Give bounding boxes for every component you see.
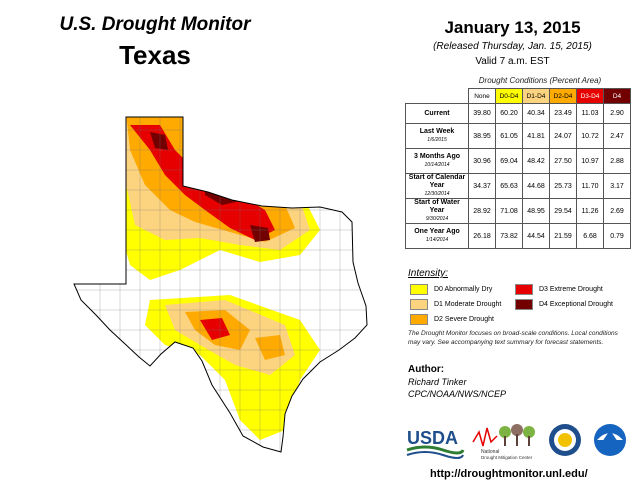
row-label: Start of Calendar Year 12/30/2014	[405, 173, 469, 199]
state-outline	[73, 116, 368, 453]
table-cell: 2.88	[603, 148, 631, 174]
table-row: 3 Months Ago 10/14/2014 30.96 69.04 48.42…	[405, 148, 631, 174]
table-caption: Drought Conditions (Percent Area)	[478, 76, 602, 85]
table-cell: 2.47	[603, 123, 631, 149]
table-cell: 10.72	[576, 123, 604, 149]
state-name: Texas	[119, 40, 191, 70]
svg-text:Drought Mitigation Center: Drought Mitigation Center	[481, 455, 533, 460]
valid-time: Valid 7 a.m. EST	[475, 56, 550, 67]
table-cell: 11.03	[576, 103, 604, 124]
table-row: Start of Calendar Year 12/30/2014 34.37 6…	[405, 173, 631, 199]
legend-swatch	[515, 299, 533, 310]
table-cell: 23.49	[549, 103, 577, 124]
table-cell: 25.73	[549, 173, 577, 199]
author-name: Richard Tinker	[408, 377, 467, 387]
table-cell: 30.96	[468, 148, 496, 174]
svg-text:USDA: USDA	[407, 428, 458, 448]
noaa-logo-icon	[594, 424, 626, 456]
author-heading: Author:	[408, 364, 445, 375]
legend-item-d2: D2 Severe Drought	[410, 314, 494, 325]
legend-title: Intensity:	[408, 268, 449, 279]
table-cell: 44.68	[522, 173, 550, 199]
table-cell: 38.95	[468, 123, 496, 149]
table-cell: 0.79	[603, 223, 631, 249]
legend-swatch	[410, 314, 428, 325]
legend-label: D2 Severe Drought	[434, 316, 494, 323]
table-cell: 60.20	[495, 103, 523, 124]
table-cell: 27.50	[549, 148, 577, 174]
col-d2-d4: D2-D4	[549, 88, 577, 104]
table-cell: 39.80	[468, 103, 496, 124]
table-row: Last Week 1/6/2015 38.95 61.05 41.81 24.0…	[405, 123, 631, 149]
map-title: U.S. Drought Monitor	[59, 14, 251, 35]
table-cell: 44.54	[522, 223, 550, 249]
legend-item-d1: D1 Moderate Drought	[410, 299, 501, 310]
table-cell: 65.63	[495, 173, 523, 199]
legend-item-d0: D0 Abnormally Dry	[410, 284, 492, 295]
usda-logo: USDA	[406, 428, 465, 459]
legend-swatch	[410, 299, 428, 310]
texas-drought-map	[73, 116, 368, 453]
table-row: One Year Ago 1/14/2014 26.18 73.82 44.54 …	[405, 223, 631, 249]
map-date: January 13, 2015	[444, 18, 581, 37]
table-cell: 40.34	[522, 103, 550, 124]
table-cell: 71.08	[495, 198, 523, 224]
col-d3-d4: D3-D4	[576, 88, 604, 104]
table-cell: 11.26	[576, 198, 604, 224]
table-cell: 11.70	[576, 173, 604, 199]
row-label: 3 Months Ago 10/14/2014	[405, 148, 469, 174]
table-cell: 69.04	[495, 148, 523, 174]
col-d1-d4: D1-D4	[522, 88, 550, 104]
col-d4: D4	[603, 88, 631, 104]
table-cell: 29.54	[549, 198, 577, 224]
legend-label: D4 Exceptional Drought	[539, 301, 613, 308]
drought-areas	[74, 117, 367, 452]
table-cell: 21.59	[549, 223, 577, 249]
legend-label: D1 Moderate Drought	[434, 301, 502, 308]
table-cell: 28.92	[468, 198, 496, 224]
legend-label: D3 Extreme Drought	[539, 286, 603, 293]
header-blank	[406, 89, 469, 104]
table-cell: 34.37	[468, 173, 496, 199]
table-cell: 24.07	[549, 123, 577, 149]
author-org: CPC/NOAA/NWS/NCEP	[408, 389, 507, 399]
col-d0-d4: D0-D4	[495, 88, 523, 104]
source-url[interactable]: http://droughtmonitor.unl.edu/	[430, 468, 588, 480]
partner-logos: USDA National Drought Mitigation Center	[406, 424, 626, 460]
table-cell: 3.17	[603, 173, 631, 199]
row-label: Last Week 1/6/2015	[405, 123, 469, 149]
table-cell: 2.90	[603, 103, 631, 124]
table-row: Current 39.80 60.20 40.34 23.49 11.03 2.…	[405, 103, 631, 124]
table-header-row: None D0-D4 D1-D4 D2-D4 D3-D4 D4	[406, 88, 631, 104]
row-label: Start of Water Year 9/30/2014	[405, 198, 469, 224]
table-cell: 10.97	[576, 148, 604, 174]
svg-text:National: National	[481, 449, 499, 455]
table-cell: 48.95	[522, 198, 550, 224]
row-label: Current	[405, 103, 469, 124]
table-cell: 2.69	[603, 198, 631, 224]
disclaimer-note: The Drought Monitor focuses on broad-sca…	[408, 330, 618, 346]
legend-swatch	[515, 284, 533, 295]
table-cell: 6.68	[576, 223, 604, 249]
release-date: (Released Thursday, Jan. 15, 2015)	[433, 41, 592, 52]
legend-item-d4: D4 Exceptional Drought	[515, 299, 613, 310]
legend-label: D0 Abnormally Dry	[434, 286, 493, 293]
table-cell: 61.05	[495, 123, 523, 149]
table-cell: 41.81	[522, 123, 550, 149]
legend-swatch	[410, 284, 428, 295]
table-cell: 73.82	[495, 223, 523, 249]
table-cell: 48.42	[522, 148, 550, 174]
table-cell: 26.18	[468, 223, 496, 249]
row-label: One Year Ago 1/14/2014	[405, 223, 469, 249]
drought-stats-table: None D0-D4 D1-D4 D2-D4 D3-D4 D4 Current …	[405, 88, 631, 249]
legend-item-d3: D3 Extreme Drought	[515, 284, 603, 295]
ndmc-logo: National Drought Mitigation Center	[472, 424, 535, 460]
col-none: None	[468, 88, 496, 104]
table-row: Start of Water Year 9/30/2014 28.92 71.08…	[405, 198, 631, 224]
doc-seal-icon	[549, 424, 581, 456]
